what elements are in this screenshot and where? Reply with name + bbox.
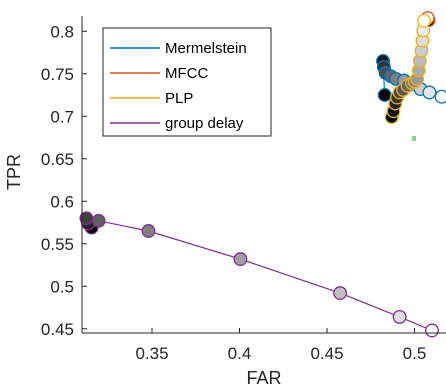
data-point-group-delay [425,323,439,338]
legend-label-mermelstein: Mermelstein [165,40,247,57]
x-tick-label: 0.35 [135,344,168,363]
legend-label-plp: PLP [165,90,193,107]
series-line-group-delay [85,217,433,332]
y-tick-label: 0.7 [50,107,74,126]
data-point-mermelstein [434,89,446,104]
legend-box [102,27,272,137]
y-axis-label: TPR [4,154,24,190]
x-axis-label: FAR [246,368,281,387]
x-axis-ticks: 0.35 0.4 0.45 0.5 [135,328,426,363]
data-point-group-delay [392,309,407,324]
y-tick-label: 0.55 [41,235,74,254]
y-tick-label: 0.6 [50,192,74,211]
data-point-mermelstein [422,85,437,100]
series-markers [79,11,446,338]
x-tick-label: 0.4 [228,344,252,363]
data-point-group-delay [333,286,348,301]
y-axis-ticks: 0.45 0.5 0.55 0.6 0.65 0.7 0.75 0.8 [41,22,87,339]
data-point-group-delay [233,252,248,267]
data-point-plp [417,13,432,28]
stray-green-mark [412,136,416,141]
y-tick-label: 0.5 [50,277,74,296]
x-tick-label: 0.45 [310,344,343,363]
x-tick-label: 0.5 [403,344,427,363]
legend: Mermelstein MFCC PLP group delay [102,27,272,137]
data-point-group-delay [91,213,106,228]
y-tick-label: 0.75 [41,65,74,84]
legend-label-mfcc: MFCC [165,65,208,82]
data-point-group-delay [141,224,156,238]
legend-label-group-delay: group delay [165,115,244,132]
y-tick-label: 0.65 [41,150,74,169]
y-tick-label: 0.8 [50,22,74,41]
y-tick-label: 0.45 [41,320,74,339]
data-point-mermelstein [377,88,392,102]
